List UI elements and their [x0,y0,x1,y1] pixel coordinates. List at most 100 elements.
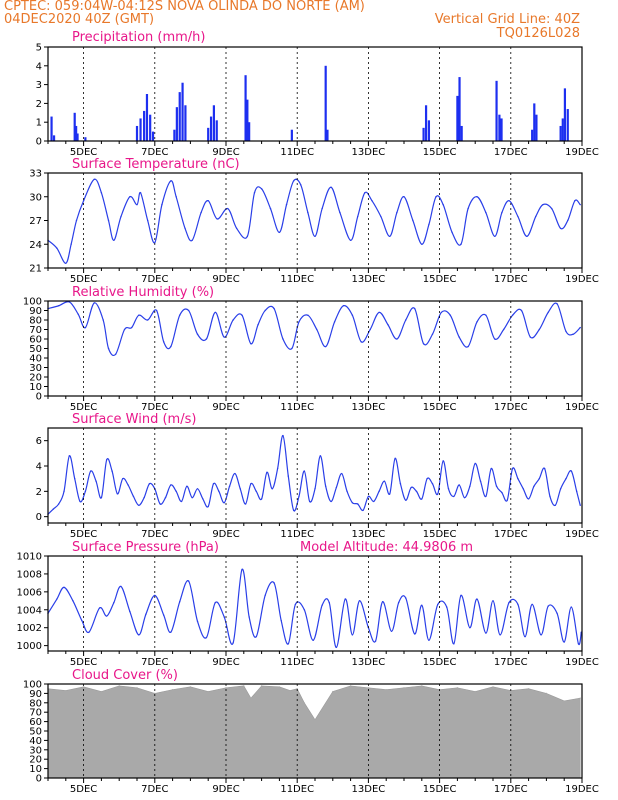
temp-point [56,247,58,249]
temp-point [136,203,138,206]
vertical-grid-note: Vertical Grid Line: 40Z [434,12,580,27]
pressure-ytick-label: 1006 [17,587,42,598]
rh-point [241,314,243,316]
temp-point [517,215,519,218]
pressure-point [312,639,314,641]
pressure-point [255,635,257,638]
cloud-ytick-label: 60 [29,717,42,728]
rh-xtick-label: 7DEC [141,402,168,413]
pressure-series-line [47,568,582,649]
rh-ytick-label: 60 [29,335,42,346]
wind-point [234,472,236,475]
pressure-point [106,615,108,617]
rh-point [369,328,371,331]
cloud-point [207,690,209,693]
wind-point [394,457,396,460]
pressure-point [170,631,172,633]
wind-point [431,483,434,485]
temp-point [246,235,249,238]
wind-point [303,470,306,472]
temp-point [170,180,172,182]
temp-ytick-label: 24 [29,240,42,251]
temp-point [451,231,453,234]
rh-point [84,326,87,329]
wind-point [244,503,247,505]
pressure-point [413,633,416,635]
rh-point [579,326,581,329]
cloud-point [350,685,352,687]
cloud-point [303,702,305,704]
wind-xtick-label: 13DEC [352,529,386,540]
wind-xtick-label: 11DEC [280,529,314,540]
cloud-xtick-label: 13DEC [352,784,386,795]
pressure-point [56,598,58,600]
rh-point [291,347,293,350]
precip-bar [143,110,146,141]
cloud-ytick-label: 10 [29,764,42,775]
rh-point [298,321,300,323]
wind-point [373,500,375,503]
pressure-xtick-label: 9DEC [212,657,239,668]
wind-point [447,488,450,490]
precip-bar [84,137,87,141]
pressure-ytick-label: 1010 [17,552,42,563]
wind-point [506,499,508,501]
wind-point [527,498,530,500]
wind-point [308,500,311,503]
pressure-point [524,635,526,638]
rh-ytick-label: 90 [29,306,42,317]
rh-point [431,333,434,335]
wind-point [74,477,76,480]
precip-bar [178,92,181,141]
pressure-point [88,631,90,633]
cloud-ytick-label: 100 [23,680,42,691]
cloud-xtick-label: 11DEC [280,784,314,795]
wind-point [68,455,71,457]
wind-point [511,467,514,470]
wind-series-line [47,434,581,515]
precip-xtick-label: 5DEC [70,147,97,158]
rh-point [520,309,523,312]
precip-bar [135,125,139,141]
rh-ytick-label: 0 [36,392,42,403]
pressure-point [531,603,533,606]
wind-point [127,484,129,486]
wind-point [170,484,172,486]
cloud-point [243,685,245,687]
wind-point [111,470,113,472]
temp-point [421,243,423,245]
precip-ytick-label: 5 [36,43,42,54]
rh-ytick-label: 70 [29,325,42,336]
rh-point [502,328,505,331]
rh-point [123,328,126,331]
precip-bar [73,112,76,141]
wind-point [180,500,183,503]
pressure-point [120,585,122,588]
precip-bar [151,131,155,141]
cloud-point [474,690,476,693]
wind-point [159,503,161,505]
pressure-xtick-label: 11DEC [280,657,314,668]
wind-point [383,480,386,482]
rh-point [396,338,398,340]
temp-point [269,207,272,210]
cloud-point [65,689,67,692]
rh-point [155,309,158,312]
precip-bar [173,129,176,141]
wind-point [319,455,322,457]
pressure-point [196,620,199,623]
wind-point [260,498,263,500]
pressure-xtick-label: 13DEC [352,657,386,668]
wind-point [485,495,487,498]
precip-bar [215,120,218,141]
pressure-point [303,609,306,611]
wind-point [116,493,119,495]
wind-point [474,462,476,465]
temp-point [93,178,95,181]
precip-bar [531,129,534,141]
wind-point [106,458,108,461]
temp-point [559,227,562,230]
pressure-ytick-label: 1008 [17,569,42,580]
pressure-xtick-label: 15DEC [423,657,457,668]
pressure-point [273,582,275,584]
